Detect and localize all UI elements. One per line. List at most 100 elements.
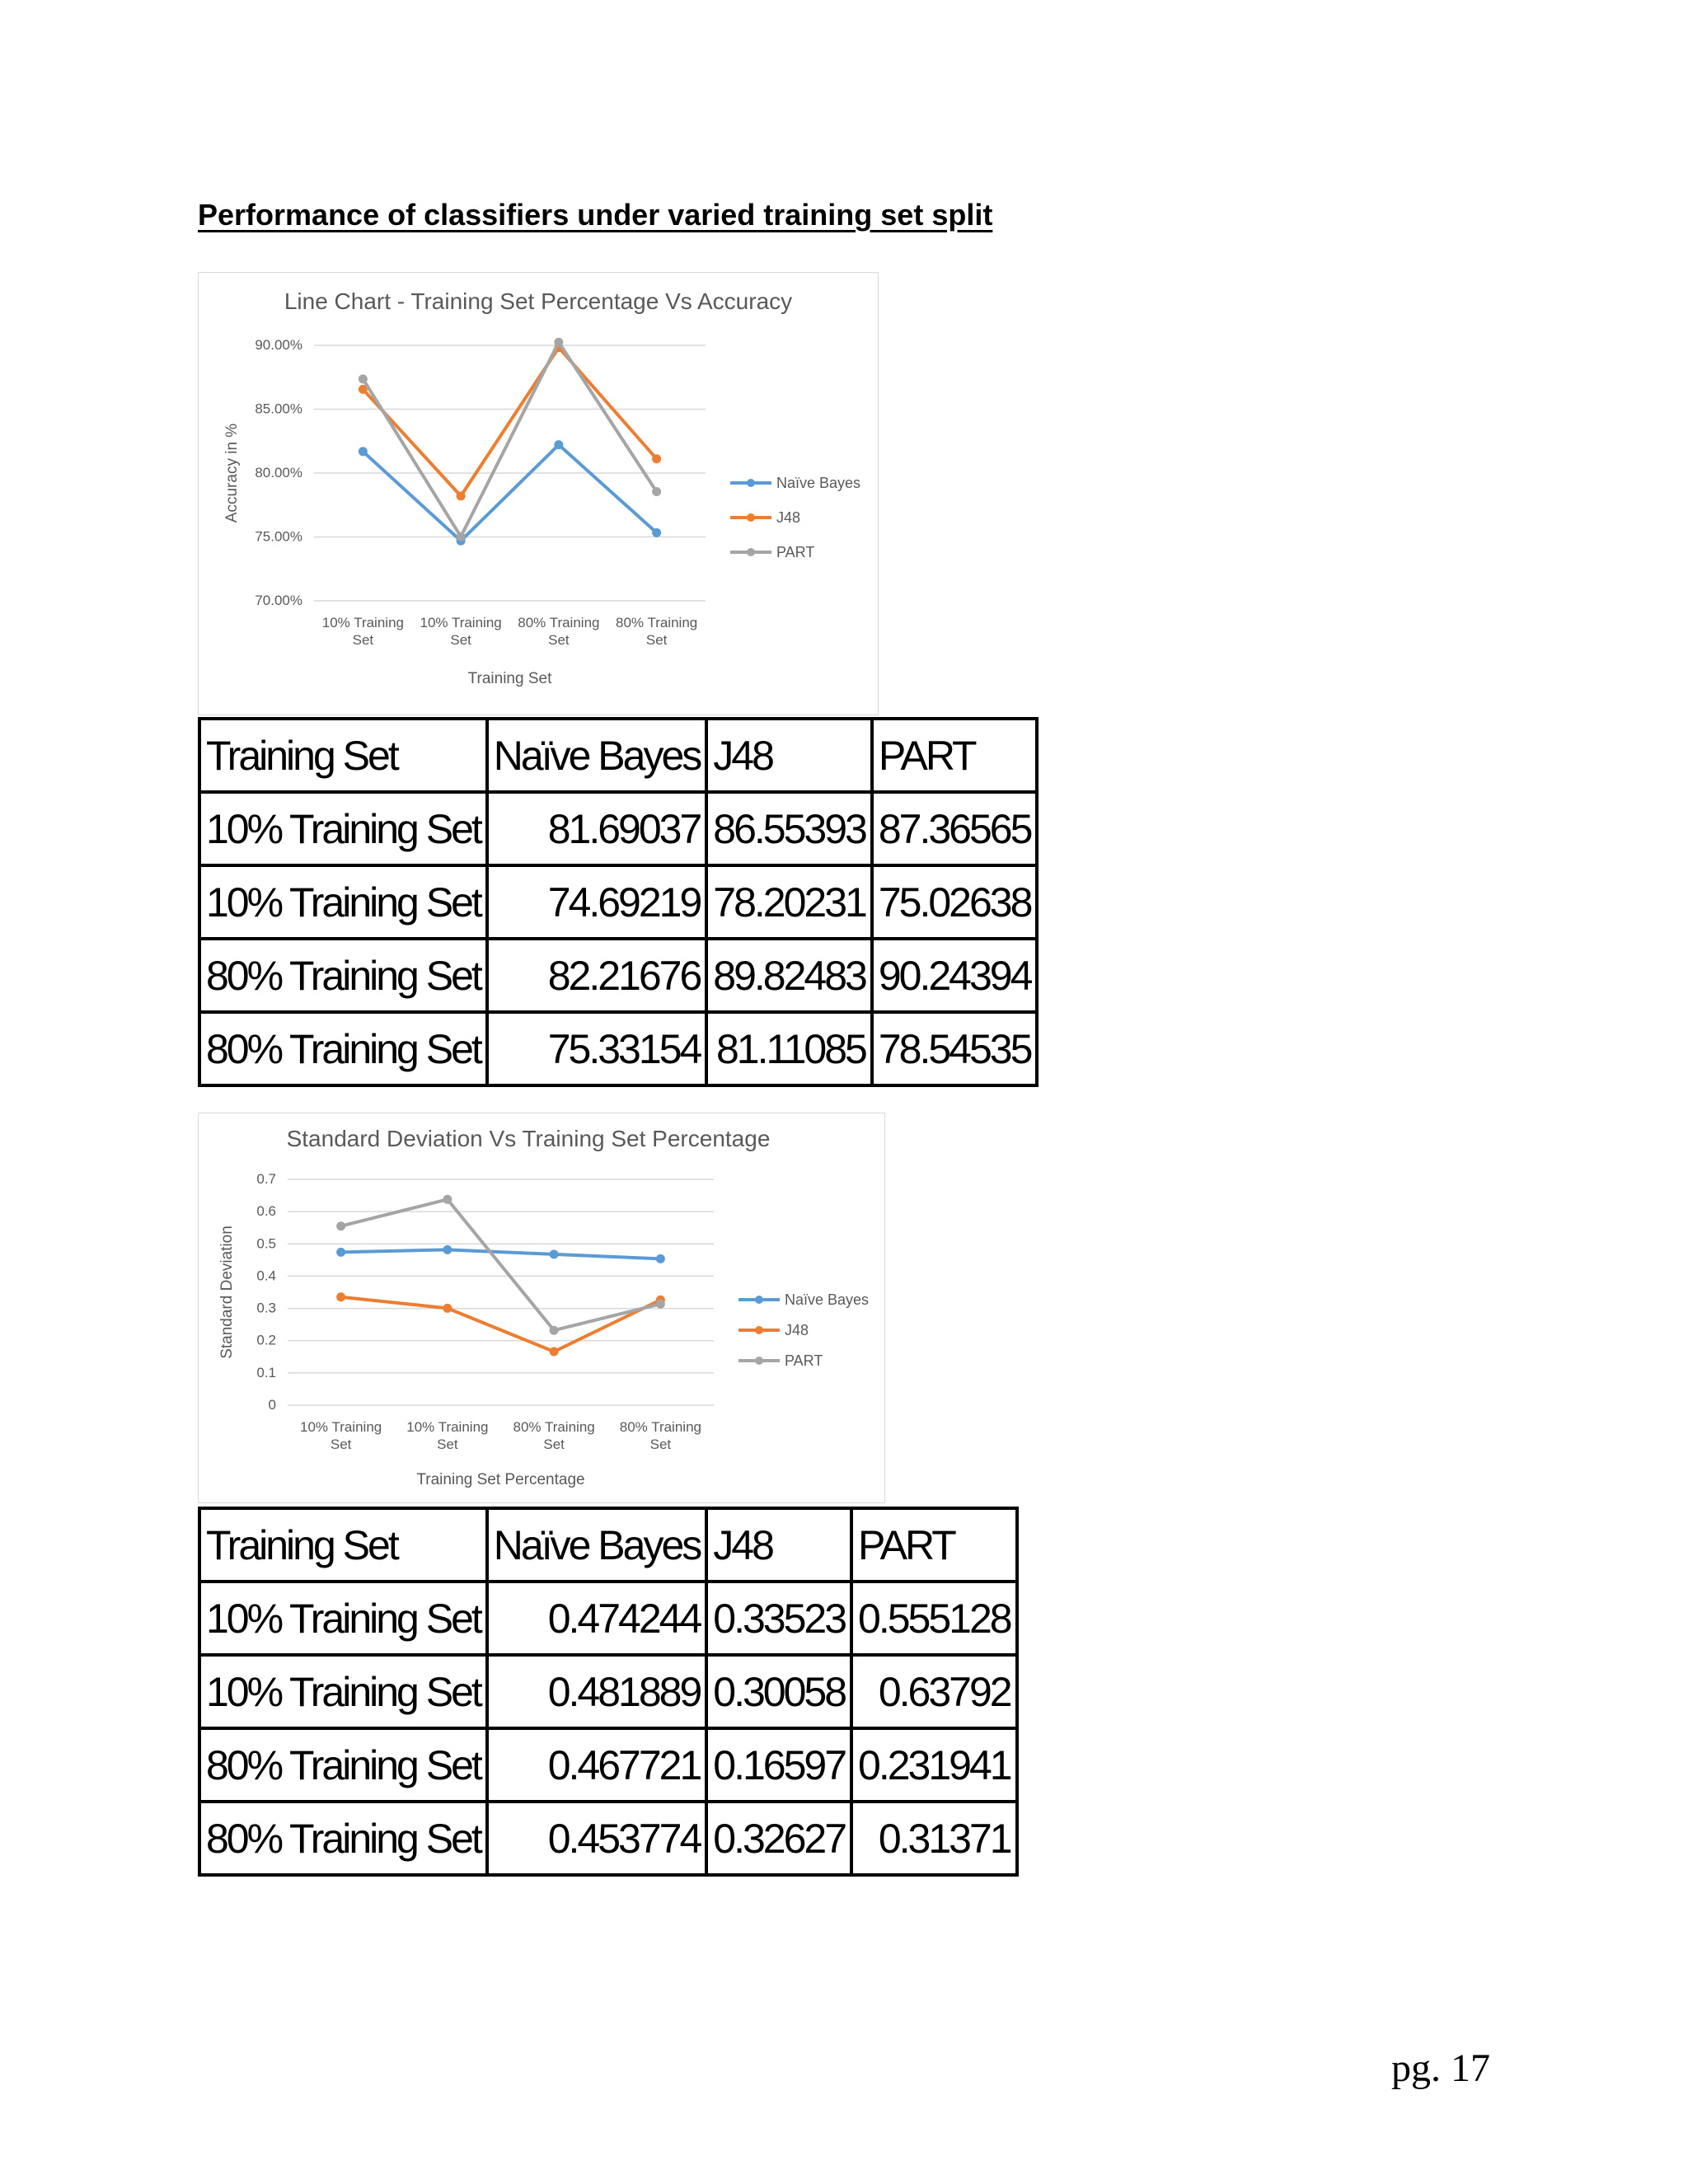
header-naive-bayes: Naïve Bayes <box>485 717 709 794</box>
cell-part: 0.555128 <box>850 1580 1019 1657</box>
cell-naive-bayes: 75.33154 <box>485 1010 709 1087</box>
y-axis-label: Standard Deviation <box>218 1226 236 1359</box>
std-dev-table: Training Set Naïve Bayes J48 PART 10% Tr… <box>198 1507 1019 1877</box>
data-point-naive-bayes <box>554 440 564 450</box>
cell-part: 90.24394 <box>870 937 1039 1014</box>
x-tick-label: 80% Training Set <box>518 615 599 648</box>
table-row: 80% Training Set 0.453774 0.32627 0.3137… <box>198 1800 1019 1877</box>
accuracy-chart: Line Chart - Training Set Percentage Vs … <box>198 272 879 715</box>
header-part: PART <box>870 717 1039 794</box>
legend-label-j48: J48 <box>776 509 800 526</box>
header-part: PART <box>850 1507 1019 1583</box>
cell-j48: 0.16597 <box>705 1727 854 1803</box>
series-line-part <box>340 1197 661 1333</box>
data-point-naive-bayes <box>655 1254 665 1263</box>
x-axis-label: Training Set Percentage <box>416 1471 584 1488</box>
data-point-part <box>554 337 564 347</box>
header-training-set: Training Set <box>198 1507 489 1583</box>
data-point-j48 <box>652 454 662 464</box>
x-tick-label: 10% Training Set <box>406 1419 488 1452</box>
std-dev-chart-svg: Standard Deviation Vs Training Set Perce… <box>218 1126 869 1488</box>
x-axis-label: Training Set <box>468 670 552 687</box>
cell-naive-bayes: 0.481889 <box>485 1653 709 1730</box>
y-tick-label: 0.4 <box>256 1268 276 1283</box>
table-row: 10% Training Set 0.474244 0.33523 0.5551… <box>198 1580 1019 1657</box>
header-j48: J48 <box>705 1507 854 1583</box>
legend-marker-part <box>747 548 755 556</box>
cell-j48: 89.82483 <box>705 937 874 1014</box>
data-point-naive-bayes <box>549 1249 559 1259</box>
data-point-j48 <box>358 384 368 394</box>
table-header-row: Training Set Naïve Bayes J48 PART <box>198 1507 1019 1583</box>
cell-naive-bayes: 0.467721 <box>485 1727 709 1803</box>
header-training-set: Training Set <box>198 717 489 794</box>
y-tick-label: 0.1 <box>256 1365 276 1380</box>
x-tick-label: 10% Training Set <box>420 615 502 648</box>
data-point-naive-bayes <box>336 1247 346 1257</box>
data-point-part <box>652 487 662 497</box>
data-point-part <box>456 532 466 541</box>
data-point-j48 <box>443 1303 452 1313</box>
x-tick-label: 10% Training Set <box>300 1419 382 1452</box>
x-tick-label: 80% Training Set <box>620 1419 701 1452</box>
cell-naive-bayes: 0.474244 <box>485 1580 709 1657</box>
cell-part: 87.36565 <box>870 790 1039 867</box>
legend-marker-j48 <box>747 513 755 522</box>
table-row: 10% Training Set 74.69219 78.20231 75.02… <box>198 864 1039 940</box>
data-point-part <box>655 1299 665 1309</box>
header-naive-bayes: Naïve Bayes <box>485 1507 709 1583</box>
cell-j48: 0.32627 <box>705 1800 854 1877</box>
y-tick-label: 0 <box>269 1397 276 1413</box>
cell-j48: 78.20231 <box>705 864 874 940</box>
y-tick-label: 0.6 <box>256 1203 276 1219</box>
legend-marker-part <box>755 1357 763 1365</box>
y-tick-label: 80.00% <box>255 465 302 480</box>
legend-label-part: PART <box>776 544 814 560</box>
data-point-naive-bayes <box>652 527 662 537</box>
data-point-naive-bayes <box>358 447 368 457</box>
page-heading: Performance of classifiers under varied … <box>198 198 993 232</box>
data-point-j48 <box>549 1347 559 1357</box>
data-point-part <box>443 1194 452 1204</box>
chart-title: Line Chart - Training Set Percentage Vs … <box>284 288 792 314</box>
cell-training-set: 80% Training Set <box>198 937 489 1014</box>
table-header-row: Training Set Naïve Bayes J48 PART <box>198 717 1039 794</box>
cell-j48: 86.55393 <box>705 790 874 867</box>
y-tick-label: 0.3 <box>256 1301 276 1316</box>
series-line-j48 <box>361 345 659 498</box>
data-point-naive-bayes <box>443 1244 452 1254</box>
accuracy-table: Training Set Naïve Bayes J48 PART 10% Tr… <box>198 717 1039 1087</box>
cell-part: 0.63792 <box>850 1653 1019 1730</box>
legend-marker-naive-bayes <box>755 1296 763 1304</box>
cell-naive-bayes: 0.453774 <box>485 1800 709 1877</box>
legend-label-naive-bayes: Naïve Bayes <box>785 1291 869 1308</box>
y-axis-label: Accuracy in % <box>223 424 241 523</box>
cell-training-set: 10% Training Set <box>198 790 489 867</box>
cell-training-set: 80% Training Set <box>198 1727 489 1803</box>
x-tick-label: 80% Training Set <box>616 615 697 648</box>
x-tick-label: 10% Training Set <box>322 615 404 648</box>
cell-part: 75.02638 <box>870 864 1039 940</box>
series-line-naive-bayes <box>340 1248 661 1261</box>
y-tick-label: 75.00% <box>255 529 302 545</box>
cell-training-set: 80% Training Set <box>198 1010 489 1087</box>
cell-naive-bayes: 74.69219 <box>485 864 709 940</box>
y-tick-label: 85.00% <box>255 401 302 417</box>
legend-label-naive-bayes: Naïve Bayes <box>776 475 860 491</box>
data-point-part <box>336 1221 346 1231</box>
cell-naive-bayes: 82.21676 <box>485 937 709 1014</box>
chart-title: Standard Deviation Vs Training Set Perce… <box>287 1126 771 1151</box>
page-number: pg. 17 <box>1391 2046 1490 2090</box>
table-row: 10% Training Set 0.481889 0.30058 0.6379… <box>198 1653 1019 1730</box>
std-dev-chart: Standard Deviation Vs Training Set Perce… <box>198 1113 885 1503</box>
legend-label-j48: J48 <box>785 1322 809 1338</box>
y-tick-label: 90.00% <box>255 337 302 353</box>
table-row: 80% Training Set 75.33154 81.11085 78.54… <box>198 1010 1039 1087</box>
legend-marker-naive-bayes <box>747 479 755 487</box>
series-line-part <box>361 340 659 539</box>
y-tick-label: 0.2 <box>256 1333 276 1348</box>
cell-j48: 0.30058 <box>705 1653 854 1730</box>
y-tick-label: 0.7 <box>256 1171 276 1187</box>
series-line-naive-bayes <box>362 443 658 543</box>
data-point-part <box>358 374 368 384</box>
